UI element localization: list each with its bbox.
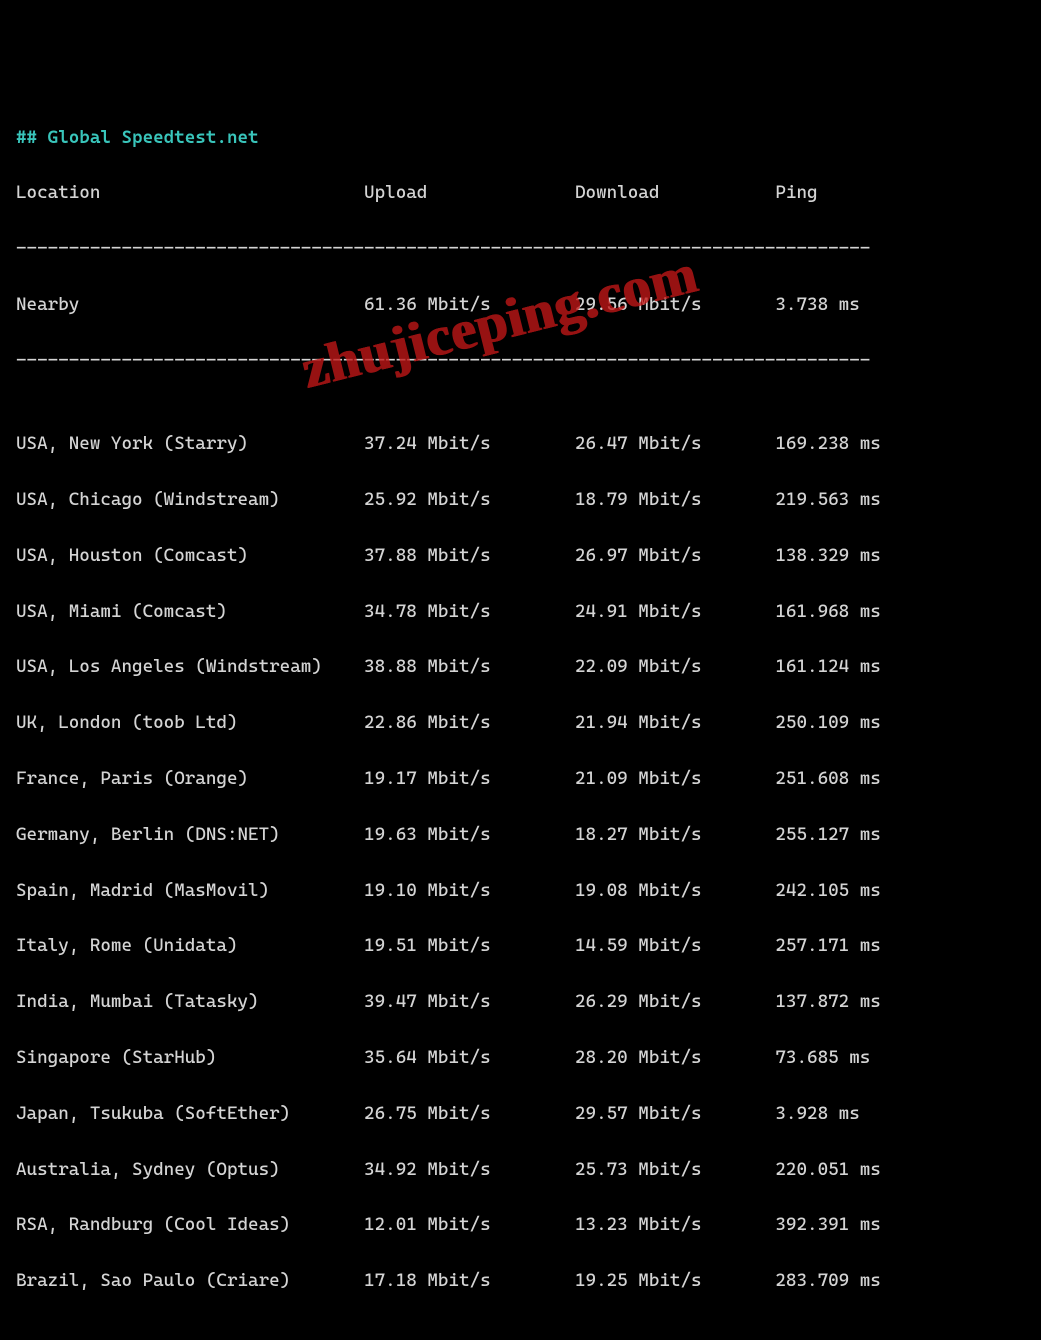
nearby-download: 29.56 Mbit/s [575,291,775,319]
table-row: UK, London (toob Ltd)22.86 Mbit/s21.94 M… [16,709,1025,737]
table-row: RSA, Randburg (Cool Ideas)12.01 Mbit/s13… [16,1211,1025,1239]
cell-download: 14.59 Mbit/s [575,932,775,960]
header-location: Location [16,179,364,207]
table-row: Singapore (StarHub)35.64 Mbit/s28.20 Mbi… [16,1044,1025,1072]
table-row: Italy, Rome (Unidata)19.51 Mbit/s14.59 M… [16,932,1025,960]
table-row: Japan, Tsukuba (SoftEther)26.75 Mbit/s29… [16,1100,1025,1128]
divider-mid: ----------------------------------------… [16,347,1025,375]
cell-ping: 3.928 ms [775,1100,859,1128]
cell-download: 21.94 Mbit/s [575,709,775,737]
cell-location: USA, Los Angeles (Windstream) [16,653,364,681]
header-upload: Upload [364,179,575,207]
cell-ping: 161.968 ms [775,598,880,626]
cell-download: 29.57 Mbit/s [575,1100,775,1128]
cell-location: USA, Miami (Comcast) [16,598,364,626]
cell-ping: 73.685 ms [775,1044,870,1072]
header-download: Download [575,179,775,207]
table-row: USA, Chicago (Windstream)25.92 Mbit/s18.… [16,486,1025,514]
table-row: France, Paris (Orange)19.17 Mbit/s21.09 … [16,765,1025,793]
cell-upload: 19.17 Mbit/s [364,765,575,793]
cell-location: USA, New York (Starry) [16,430,364,458]
cell-upload: 19.51 Mbit/s [364,932,575,960]
cell-location: India, Mumbai (Tatasky) [16,988,364,1016]
cell-download: 24.91 Mbit/s [575,598,775,626]
cell-upload: 12.01 Mbit/s [364,1211,575,1239]
cell-location: Germany, Berlin (DNS:NET) [16,821,364,849]
cell-upload: 35.64 Mbit/s [364,1044,575,1072]
table-row: Spain, Madrid (MasMovil)19.10 Mbit/s19.0… [16,877,1025,905]
cell-ping: 219.563 ms [775,486,880,514]
cell-location: Australia, Sydney (Optus) [16,1156,364,1184]
cell-download: 28.20 Mbit/s [575,1044,775,1072]
cell-download: 18.79 Mbit/s [575,486,775,514]
cell-download: 26.47 Mbit/s [575,430,775,458]
cell-location: USA, Houston (Comcast) [16,542,364,570]
header-row: LocationUploadDownloadPing [16,179,1025,207]
cell-ping: 138.329 ms [775,542,880,570]
table-row: USA, Miami (Comcast)34.78 Mbit/s24.91 Mb… [16,598,1025,626]
cell-upload: 19.10 Mbit/s [364,877,575,905]
cell-upload: 19.63 Mbit/s [364,821,575,849]
nearby-location: Nearby [16,291,364,319]
cell-download: 26.29 Mbit/s [575,988,775,1016]
nearby-row: Nearby61.36 Mbit/s29.56 Mbit/s3.738 ms [16,291,1025,319]
cell-ping: 251.608 ms [775,765,880,793]
header-ping: Ping [775,179,817,207]
table-row: USA, Los Angeles (Windstream)38.88 Mbit/… [16,653,1025,681]
table-row: Australia, Sydney (Optus)34.92 Mbit/s25.… [16,1156,1025,1184]
cell-location: Japan, Tsukuba (SoftEther) [16,1100,364,1128]
cell-download: 21.09 Mbit/s [575,765,775,793]
cell-ping: 250.109 ms [775,709,880,737]
cell-upload: 25.92 Mbit/s [364,486,575,514]
table-row: Germany, Berlin (DNS:NET)19.63 Mbit/s18.… [16,821,1025,849]
cell-location: Brazil, Sao Paulo (Criare) [16,1267,364,1295]
cell-upload: 39.47 Mbit/s [364,988,575,1016]
cell-download: 22.09 Mbit/s [575,653,775,681]
cell-upload: 17.18 Mbit/s [364,1267,575,1295]
table-row: USA, New York (Starry)37.24 Mbit/s26.47 … [16,430,1025,458]
cell-ping: 283.709 ms [775,1267,880,1295]
cell-ping: 220.051 ms [775,1156,880,1184]
cell-upload: 26.75 Mbit/s [364,1100,575,1128]
cell-download: 26.97 Mbit/s [575,542,775,570]
cell-location: Spain, Madrid (MasMovil) [16,877,364,905]
nearby-upload: 61.36 Mbit/s [364,291,575,319]
cell-download: 25.73 Mbit/s [575,1156,775,1184]
table-row: USA, Houston (Comcast)37.88 Mbit/s26.97 … [16,542,1025,570]
rows-container: USA, New York (Starry)37.24 Mbit/s26.47 … [16,430,1025,1323]
cell-upload: 37.88 Mbit/s [364,542,575,570]
divider-top: ----------------------------------------… [16,235,1025,263]
cell-download: 18.27 Mbit/s [575,821,775,849]
cell-location: UK, London (toob Ltd) [16,709,364,737]
cell-upload: 22.86 Mbit/s [364,709,575,737]
cell-download: 13.23 Mbit/s [575,1211,775,1239]
cell-ping: 137.872 ms [775,988,880,1016]
cell-location: USA, Chicago (Windstream) [16,486,364,514]
cell-download: 19.25 Mbit/s [575,1267,775,1295]
cell-ping: 257.171 ms [775,932,880,960]
cell-upload: 34.92 Mbit/s [364,1156,575,1184]
cell-location: France, Paris (Orange) [16,765,364,793]
cell-location: RSA, Randburg (Cool Ideas) [16,1211,364,1239]
cell-upload: 34.78 Mbit/s [364,598,575,626]
cell-upload: 38.88 Mbit/s [364,653,575,681]
cell-upload: 37.24 Mbit/s [364,430,575,458]
cell-location: Italy, Rome (Unidata) [16,932,364,960]
table-row: India, Mumbai (Tatasky)39.47 Mbit/s26.29… [16,988,1025,1016]
table-row: Brazil, Sao Paulo (Criare)17.18 Mbit/s19… [16,1267,1025,1295]
cell-download: 19.08 Mbit/s [575,877,775,905]
cell-ping: 169.238 ms [775,430,880,458]
cell-ping: 242.105 ms [775,877,880,905]
cell-ping: 161.124 ms [775,653,880,681]
cell-ping: 392.391 ms [775,1211,880,1239]
cell-location: Singapore (StarHub) [16,1044,364,1072]
title: ## Global Speedtest.net [16,127,259,148]
cell-ping: 255.127 ms [775,821,880,849]
nearby-ping: 3.738 ms [775,291,859,319]
